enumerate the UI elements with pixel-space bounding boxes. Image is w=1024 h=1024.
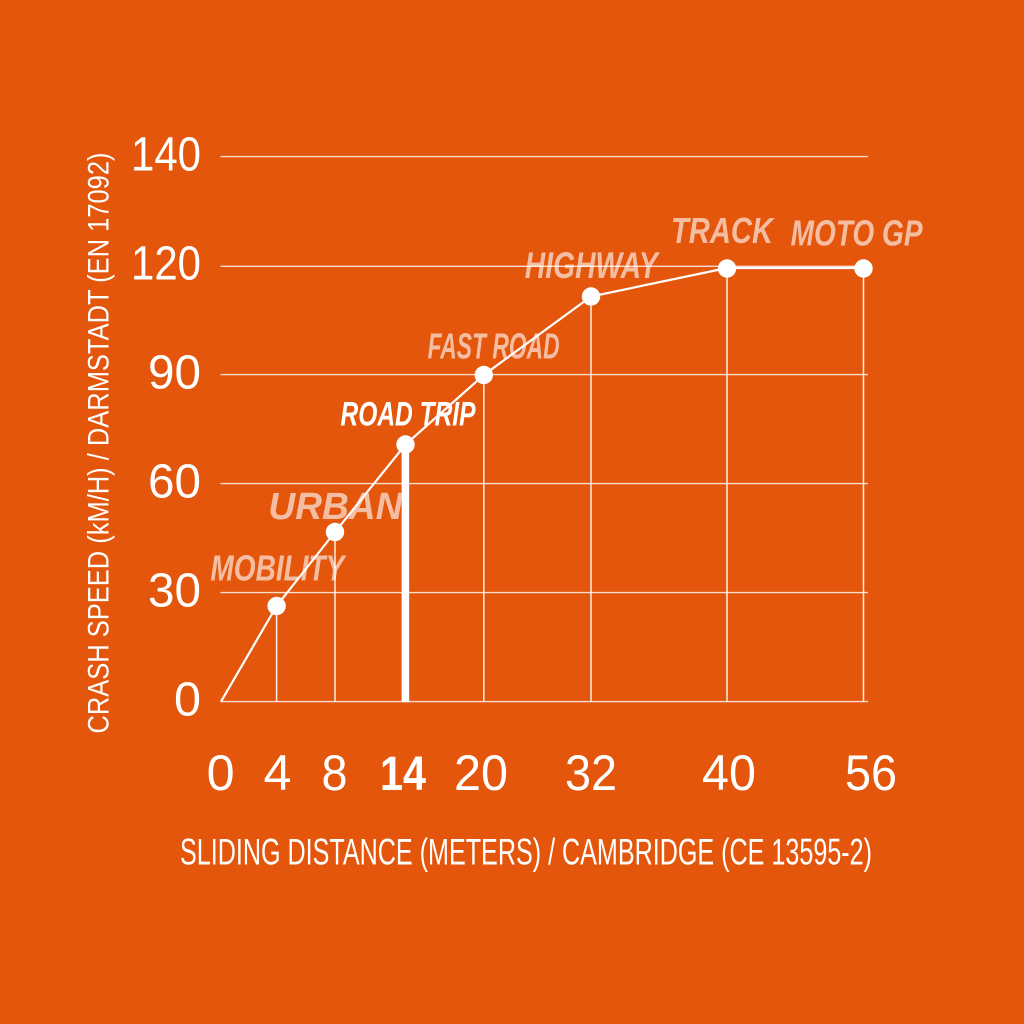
svg-text:HIGHWAY: HIGHWAY xyxy=(525,245,661,286)
svg-text:ROAD TRIP: ROAD TRIP xyxy=(341,396,476,434)
svg-text:30: 30 xyxy=(148,565,201,618)
svg-text:TRACK: TRACK xyxy=(671,210,775,251)
svg-text:MOTO GP: MOTO GP xyxy=(791,213,924,254)
svg-text:CRASH SPEED (kM/H) / DARMSTADT: CRASH SPEED (kM/H) / DARMSTADT (EN 17092… xyxy=(83,153,116,734)
svg-text:56: 56 xyxy=(845,745,897,801)
svg-text:FAST ROAD: FAST ROAD xyxy=(428,326,560,367)
svg-text:4: 4 xyxy=(264,745,292,801)
svg-text:URBAN: URBAN xyxy=(268,486,404,528)
svg-text:20: 20 xyxy=(454,745,508,801)
svg-text:120: 120 xyxy=(131,238,201,291)
svg-text:32: 32 xyxy=(565,745,617,801)
svg-text:140: 140 xyxy=(131,129,201,182)
svg-text:90: 90 xyxy=(148,347,201,400)
svg-text:8: 8 xyxy=(322,745,348,801)
svg-text:40: 40 xyxy=(702,745,756,801)
svg-text:SLIDING DISTANCE (METERS) / CA: SLIDING DISTANCE (METERS) / CAMBRIDGE (C… xyxy=(180,831,872,872)
svg-text:60: 60 xyxy=(148,456,201,509)
svg-text:14: 14 xyxy=(380,748,426,801)
svg-text:0: 0 xyxy=(174,674,201,727)
svg-text:MOBILITY: MOBILITY xyxy=(210,548,346,589)
svg-text:0: 0 xyxy=(207,745,235,801)
